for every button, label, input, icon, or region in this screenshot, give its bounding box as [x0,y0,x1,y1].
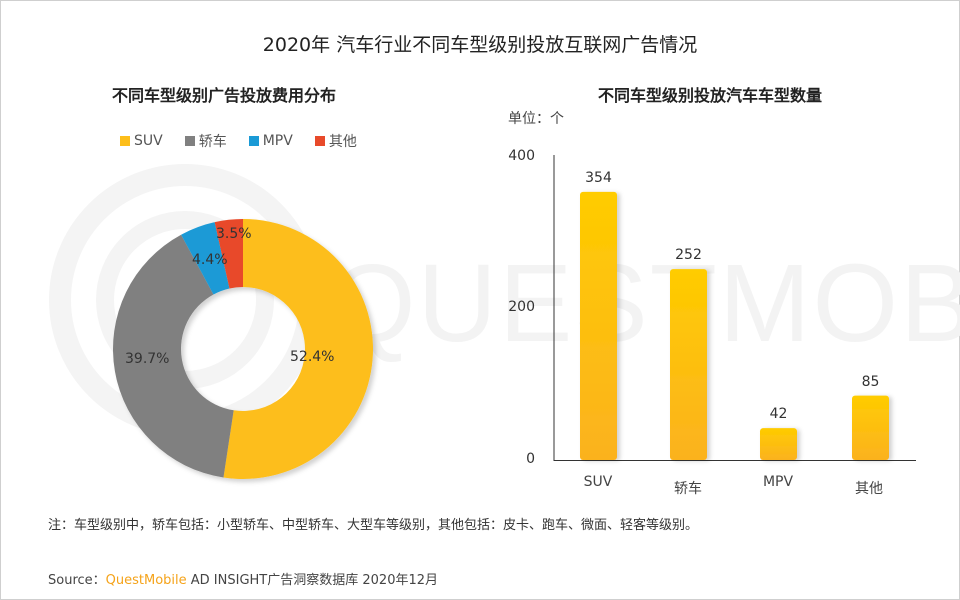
legend-item-mpv: MPV [248,131,293,151]
bar-value-other: 85 [861,373,880,390]
bar-0 [580,191,617,460]
bar-value-mpv: 42 [769,406,788,423]
slice-label-mpv: 4.4% [192,252,228,268]
legend-label: 轿车 [198,134,227,150]
x-label-other: 其他 [855,481,883,497]
donut-chart-title: 不同车型级别广告投放费用分布 [112,86,337,105]
bar-chart-title: 不同车型级别投放汽车车型数量 [598,86,823,105]
donut-slice-3 [214,219,243,289]
y-tick-200: 200 [508,299,535,315]
legend-label: 其他 [328,134,357,150]
bar-value-sedan: 252 [675,247,702,264]
legend-item-other: 其他 [314,131,357,151]
legend-item-sedan: 轿车 [184,131,227,151]
slice-label-suv: 52.4% [290,349,335,365]
source-text: AD INSIGHT广告洞察数据库 2020年12月 [186,573,439,588]
donut-slice-1 [112,234,234,478]
donut-slice-0 [223,219,373,479]
source-brand: QuestMobile [105,573,187,588]
source-prefix: Source： [48,573,106,588]
source-line: Source：QuestMobile AD INSIGHT广告洞察数据库 202… [48,569,438,588]
legend-swatch-icon [120,136,130,146]
page-title: 2020年 汽车行业不同车型级别投放互联网广告情况 [262,34,698,56]
x-label-sedan: 轿车 [674,481,702,497]
donut-slice-2 [181,222,230,295]
bar-3 [852,395,889,460]
slice-label-sedan: 39.7% [125,351,170,367]
legend-swatch-icon [248,136,259,146]
legend-label: SUV [134,133,163,149]
donut-legend: SUV 轿车 MPV 其他 [120,131,357,151]
legend-swatch-icon [314,136,325,146]
legend-item-suv: SUV [120,131,163,151]
y-tick-0: 0 [526,451,535,467]
bar-1 [670,269,707,460]
unit-label: 单位：个 [508,111,564,127]
x-label-mpv: MPV [762,474,794,490]
slice-label-other: 3.5% [216,226,252,242]
legend-label: MPV [262,133,293,149]
watermark-text: QUESTMOBILE [330,242,960,365]
y-tick-400: 400 [508,148,535,164]
legend-swatch-icon [184,136,195,146]
bar-2 [760,428,797,460]
x-label-suv: SUV [583,474,613,490]
bar-value-suv: 354 [585,169,612,186]
footnote: 注：车型级别中，轿车包括：小型轿车、中型轿车、大型车等级别，其他包括：皮卡、跑车… [48,518,699,533]
